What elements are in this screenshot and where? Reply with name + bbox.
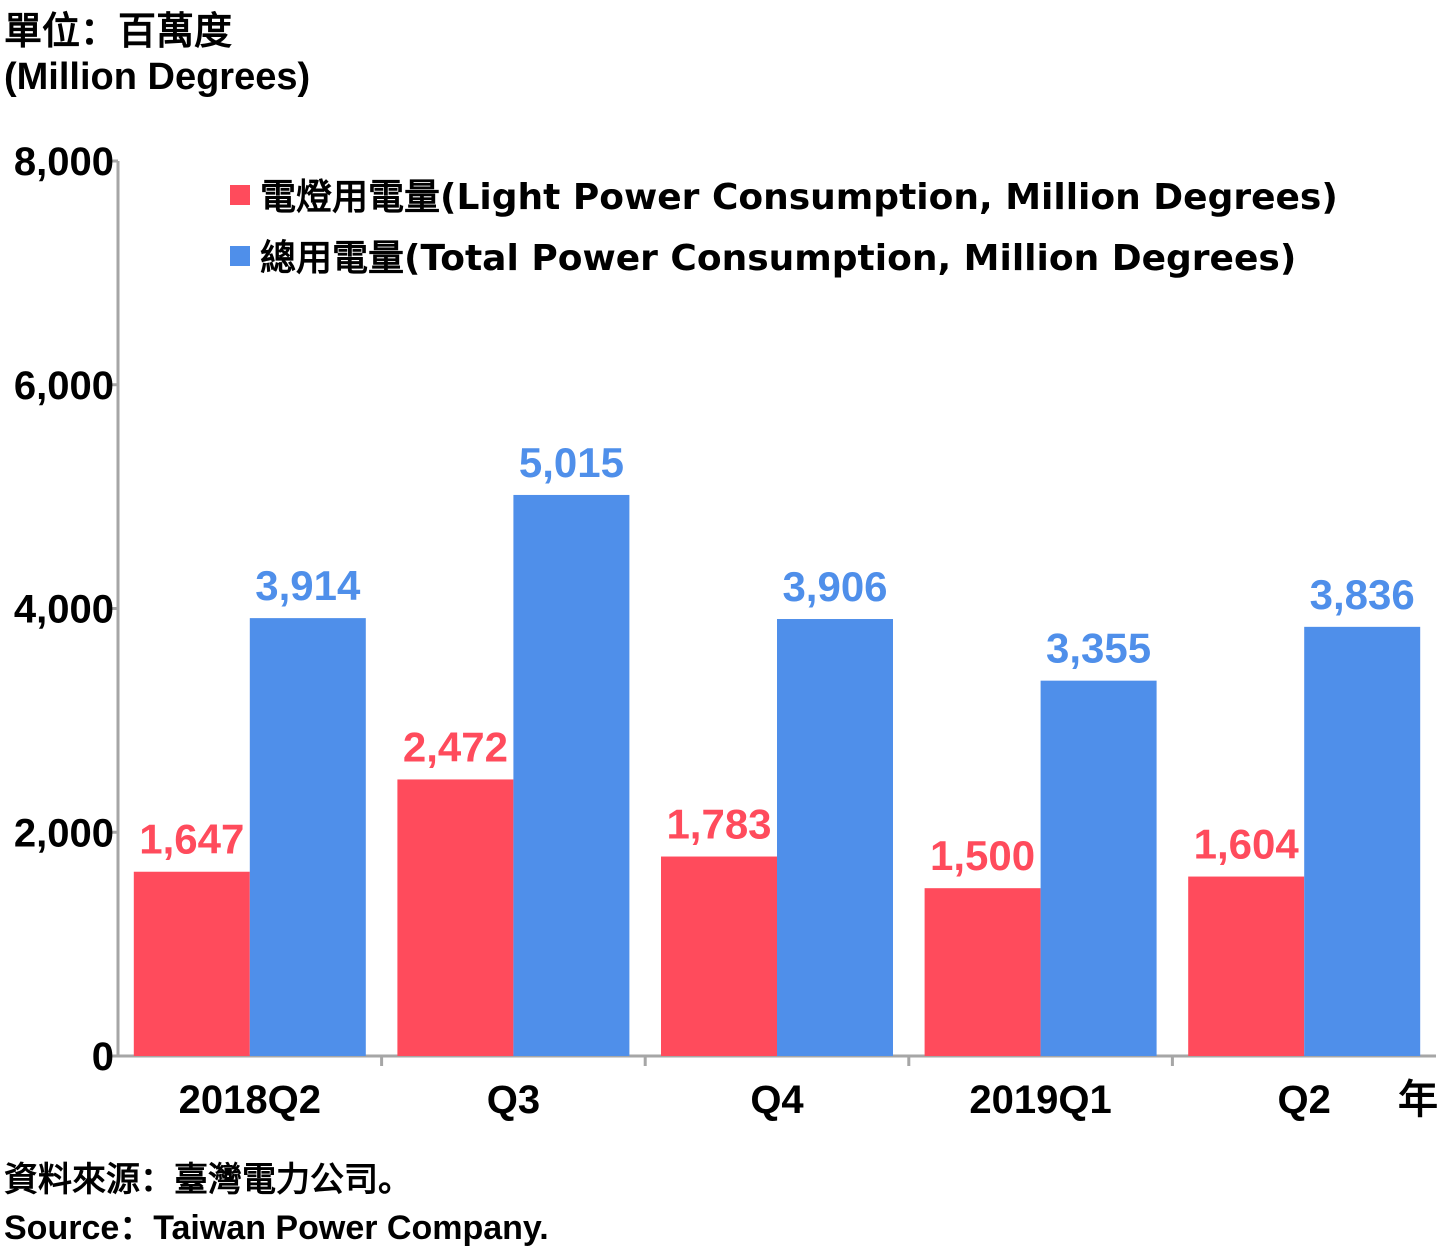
data-label-total: 3,836 [1310, 571, 1415, 618]
legend-label-total: 總用電量(Total Power Consumption, Million De… [260, 238, 1296, 279]
y-tick-label: 8,000 [14, 140, 114, 184]
source-chinese: 資料來源：臺灣電力公司。 [4, 1160, 412, 1200]
x-tick-label: Q4 [750, 1078, 804, 1122]
data-label-light: 1,604 [1194, 821, 1300, 868]
bar-light [397, 779, 514, 1056]
y-unit-english: (Million Degrees) [4, 56, 311, 98]
y-unit-chinese: 單位：百萬度 [4, 9, 233, 53]
y-tick-label: 6,000 [14, 364, 114, 408]
data-label-light: 1,647 [139, 816, 244, 863]
bar-light [924, 888, 1041, 1056]
bar-light [133, 871, 250, 1056]
x-unit-label: 年 [1398, 1077, 1438, 1123]
bar-total [513, 494, 630, 1056]
data-label-total: 3,914 [255, 562, 361, 609]
x-tick-label: Q2 [1278, 1078, 1331, 1122]
data-label-total: 3,355 [1046, 625, 1151, 672]
x-tick-label: Q3 [487, 1078, 540, 1122]
y-tick-label: 2,000 [14, 811, 114, 855]
data-label-total: 5,015 [519, 439, 624, 486]
bar-total [249, 618, 366, 1056]
bar-chart: 0 2,000 4,000 6,000 8,000 1,647 3,914 2018Q2 2,4… [14, 140, 1438, 1123]
legend-swatch-light [230, 185, 250, 205]
bar-total [1304, 626, 1421, 1056]
source-english: Source：Taiwan Power Company. [4, 1209, 549, 1247]
legend-label-light: 電燈用電量(Light Power Consumption, Million D… [260, 177, 1338, 218]
y-tick-label: 0 [92, 1035, 114, 1079]
bar-light [1188, 876, 1305, 1056]
x-tick-label: 2018Q2 [179, 1078, 321, 1122]
bar-total [777, 619, 893, 1056]
data-label-light: 1,783 [666, 801, 771, 848]
legend-swatch-total [230, 246, 250, 266]
data-label-light: 2,472 [403, 723, 508, 770]
y-tick-label: 4,000 [14, 588, 114, 632]
data-label-light: 1,500 [930, 832, 1035, 879]
x-tick-label: 2019Q1 [969, 1078, 1111, 1122]
bar-light [661, 856, 777, 1056]
data-label-total: 3,906 [782, 563, 887, 610]
bar-total [1040, 680, 1157, 1056]
